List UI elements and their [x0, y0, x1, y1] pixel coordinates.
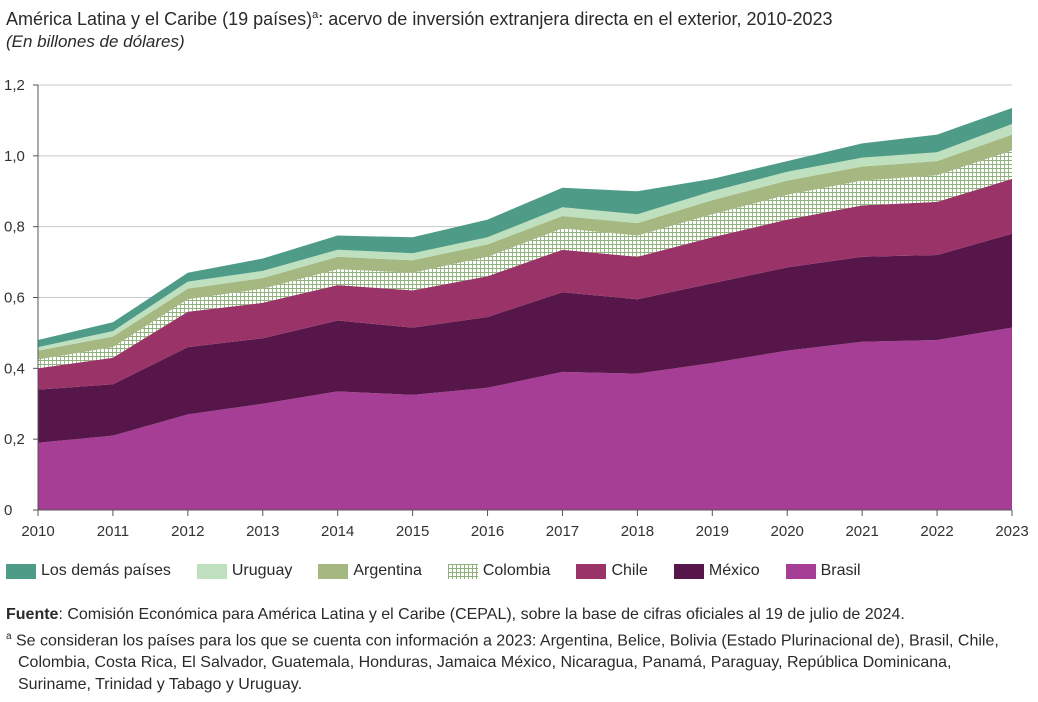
legend-item-brasil: Brasil — [785, 562, 861, 580]
area-mexico — [38, 233, 1012, 443]
y-tick-label: 1,0 — [4, 148, 25, 165]
y-tick-label: 0,6 — [4, 290, 25, 307]
x-tick-label: 2012 — [171, 523, 204, 540]
x-tick-label: 2020 — [771, 523, 804, 540]
area-los-demas-paises — [38, 108, 1012, 348]
y-tick-label: 0,2 — [4, 431, 25, 448]
x-tick-label: 2019 — [696, 523, 729, 540]
legend-swatch — [673, 563, 704, 579]
legend-item-los-demas-paises: Los demás países — [6, 562, 171, 580]
source-note: Fuente: Comisión Económica para América … — [6, 604, 1026, 626]
legend-swatch — [447, 563, 478, 579]
legend-swatch — [196, 563, 227, 579]
legend-item-chile: Chile — [576, 562, 648, 580]
legend-swatch — [6, 563, 36, 579]
y-tick-label: 1,2 — [4, 77, 25, 94]
x-tick-label: 2011 — [97, 523, 129, 540]
legend-item-mexico: México — [673, 562, 760, 580]
x-tick-label: 2013 — [246, 523, 279, 540]
chart-subtitle: (En billones de dólares) — [6, 32, 185, 51]
legend-label: Los demás países — [41, 562, 171, 579]
notes: Fuente: Comisión Económica para América … — [6, 604, 1026, 696]
title-rest: : acervo de inversión extranjera directa… — [318, 9, 833, 29]
legend-label: Brasil — [820, 562, 861, 579]
area-colombia — [38, 150, 1012, 369]
x-tick-label: 2017 — [546, 523, 579, 540]
y-tick-label: 0 — [4, 502, 12, 519]
x-tick-label: 2022 — [920, 523, 953, 540]
area-brasil — [38, 327, 1012, 510]
legend-item-uruguay: Uruguay — [196, 562, 293, 580]
legend-label: Colombia — [482, 562, 551, 579]
x-tick-label: 2018 — [621, 523, 654, 540]
source-label: Fuente — [6, 606, 59, 623]
footnote: a Se consideran los países para los que … — [6, 626, 1026, 696]
legend-label: Argentina — [353, 562, 422, 579]
legend: Los demás países Uruguay Argentina Colombia… — [6, 560, 887, 582]
title-footnote-mark: a — [312, 9, 319, 21]
y-tick-label: 0,4 — [4, 360, 25, 377]
series-areas — [38, 108, 1012, 510]
x-tick-label: 2021 — [845, 523, 878, 540]
x-tick-label: 2010 — [21, 523, 54, 540]
axes: 0 0,2 0,4 0,6 0,8 1,0 1,2 2010 2011 2012 2013 2014 2… — [4, 77, 1029, 540]
legend-swatch — [318, 563, 349, 579]
area-chile — [38, 178, 1012, 390]
legend-label: México — [708, 562, 760, 579]
area-argentina — [38, 134, 1012, 360]
legend-swatch — [576, 563, 607, 579]
legend-item-colombia: Colombia — [447, 562, 551, 580]
stacked-area-chart: 0 0,2 0,4 0,6 0,8 1,0 1,2 2010 2011 2012 2013 2014 2… — [4, 77, 1029, 540]
title-main: América Latina y el Caribe (19 países) — [6, 9, 313, 29]
source-text: : Comisión Económica para América Latina… — [58, 606, 905, 623]
x-tick-label: 2016 — [471, 523, 504, 540]
legend-item-argentina: Argentina — [318, 562, 422, 580]
x-tick-label: 2015 — [396, 523, 429, 540]
legend-label: Uruguay — [231, 562, 293, 579]
x-tick-label: 2023 — [995, 523, 1028, 540]
footnote-mark: a — [6, 631, 12, 642]
chart-title: América Latina y el Caribe (19 países)a:… — [6, 4, 833, 30]
legend-label: Chile — [611, 562, 648, 579]
legend-swatch — [785, 563, 816, 579]
area-uruguay — [38, 124, 1012, 351]
footnote-text: Se consideran los países para los que se… — [11, 632, 999, 694]
y-tick-label: 0,8 — [4, 219, 25, 236]
x-tick-label: 2014 — [321, 523, 354, 540]
